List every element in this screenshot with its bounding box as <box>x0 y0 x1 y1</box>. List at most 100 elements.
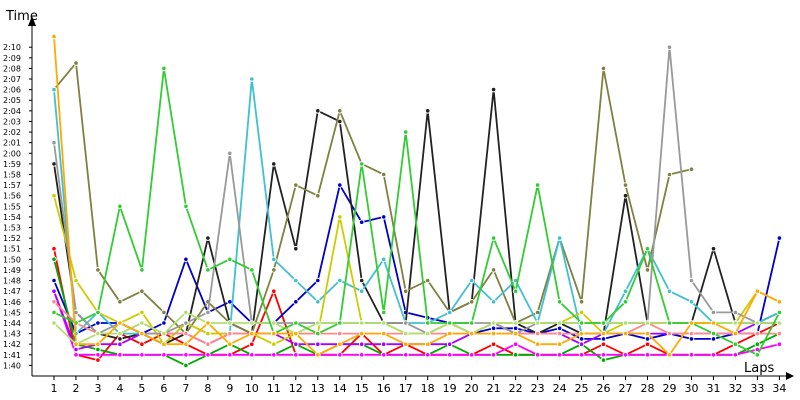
data-point <box>776 299 783 305</box>
data-point <box>600 65 607 72</box>
data-point <box>271 161 277 167</box>
data-point <box>139 267 145 273</box>
data-point <box>249 341 255 348</box>
data-point <box>600 330 607 337</box>
data-point <box>161 352 167 358</box>
data-point <box>380 309 387 316</box>
data-point <box>424 352 431 358</box>
y-tick-label: 2:01 <box>3 139 21 148</box>
data-point <box>183 256 189 263</box>
data-point <box>249 76 255 82</box>
data-point <box>73 60 79 66</box>
data-point <box>161 309 167 316</box>
data-point <box>139 320 145 326</box>
data-point <box>337 341 343 348</box>
data-point <box>117 352 123 358</box>
series-layer <box>51 33 783 369</box>
data-point <box>424 320 431 326</box>
data-point <box>600 336 607 342</box>
series-12 <box>51 65 783 358</box>
data-point <box>73 341 79 348</box>
data-point <box>754 330 761 337</box>
data-point <box>402 288 409 295</box>
data-point <box>315 192 321 199</box>
series-line <box>53 60 692 335</box>
data-point <box>51 33 57 40</box>
x-tick-label: 15 <box>355 382 369 395</box>
x-tick-label: 5 <box>138 382 145 395</box>
data-point <box>556 320 563 326</box>
data-point <box>688 336 695 342</box>
x-tick-label: 29 <box>662 382 676 395</box>
data-point <box>205 320 211 326</box>
axes-layer: Time Laps <box>5 9 794 380</box>
data-point <box>534 352 541 358</box>
series-13 <box>51 33 783 358</box>
data-point <box>490 352 497 358</box>
data-point <box>249 320 255 326</box>
data-point <box>644 352 651 358</box>
data-point <box>271 341 277 348</box>
data-point <box>622 320 629 326</box>
data-point <box>622 288 629 295</box>
series-line <box>53 47 780 335</box>
y-tick-label: 1:53 <box>3 224 21 233</box>
x-tick-label: 8 <box>204 382 211 395</box>
data-point <box>732 352 739 358</box>
data-point <box>293 330 299 337</box>
data-point <box>402 129 409 135</box>
data-point <box>183 203 189 210</box>
data-point <box>380 352 387 358</box>
data-point <box>688 277 695 284</box>
data-point <box>51 299 57 305</box>
data-point <box>710 320 717 326</box>
data-point <box>622 330 629 337</box>
data-point <box>95 357 101 363</box>
y-tick-label: 2:09 <box>3 54 21 63</box>
data-point <box>51 320 57 326</box>
y-tick-label: 1:43 <box>3 330 21 339</box>
y-tick-label: 2:10 <box>3 43 21 52</box>
data-point <box>556 299 563 305</box>
data-point <box>446 309 453 316</box>
x-tick-label: 12 <box>289 382 303 395</box>
data-point <box>51 245 57 252</box>
x-tick-label: 6 <box>160 382 167 395</box>
data-point <box>51 161 57 167</box>
data-point <box>73 346 79 353</box>
data-point <box>556 352 563 358</box>
y-tick-label: 1:45 <box>3 308 21 317</box>
x-tick-label: 21 <box>487 382 501 395</box>
data-point <box>710 336 717 342</box>
data-point <box>358 320 365 326</box>
data-point <box>358 352 365 358</box>
data-point <box>183 330 189 337</box>
data-point <box>512 320 519 326</box>
data-point <box>776 320 783 326</box>
data-point <box>293 245 299 252</box>
x-tick-label: 14 <box>333 382 347 395</box>
x-tick-label: 16 <box>377 382 391 395</box>
x-tick-label: 4 <box>116 382 123 395</box>
data-point <box>315 299 321 305</box>
data-point <box>578 320 585 326</box>
x-tick-label: 1 <box>50 382 57 395</box>
x-tick-label: 3 <box>94 382 101 395</box>
data-point <box>776 341 783 348</box>
data-point <box>754 288 761 295</box>
data-point <box>139 341 145 348</box>
y-tick-label: 1:52 <box>3 234 21 243</box>
series-line <box>53 68 781 356</box>
data-point <box>468 299 475 305</box>
data-point <box>205 341 211 348</box>
data-point <box>358 277 365 284</box>
y-axis-title: Time <box>5 9 38 24</box>
x-tick-label: 30 <box>684 382 698 395</box>
data-point <box>490 299 497 305</box>
data-point <box>534 182 541 188</box>
data-point <box>600 352 607 358</box>
data-point <box>95 267 101 273</box>
data-point <box>402 320 409 326</box>
data-point <box>139 288 145 295</box>
